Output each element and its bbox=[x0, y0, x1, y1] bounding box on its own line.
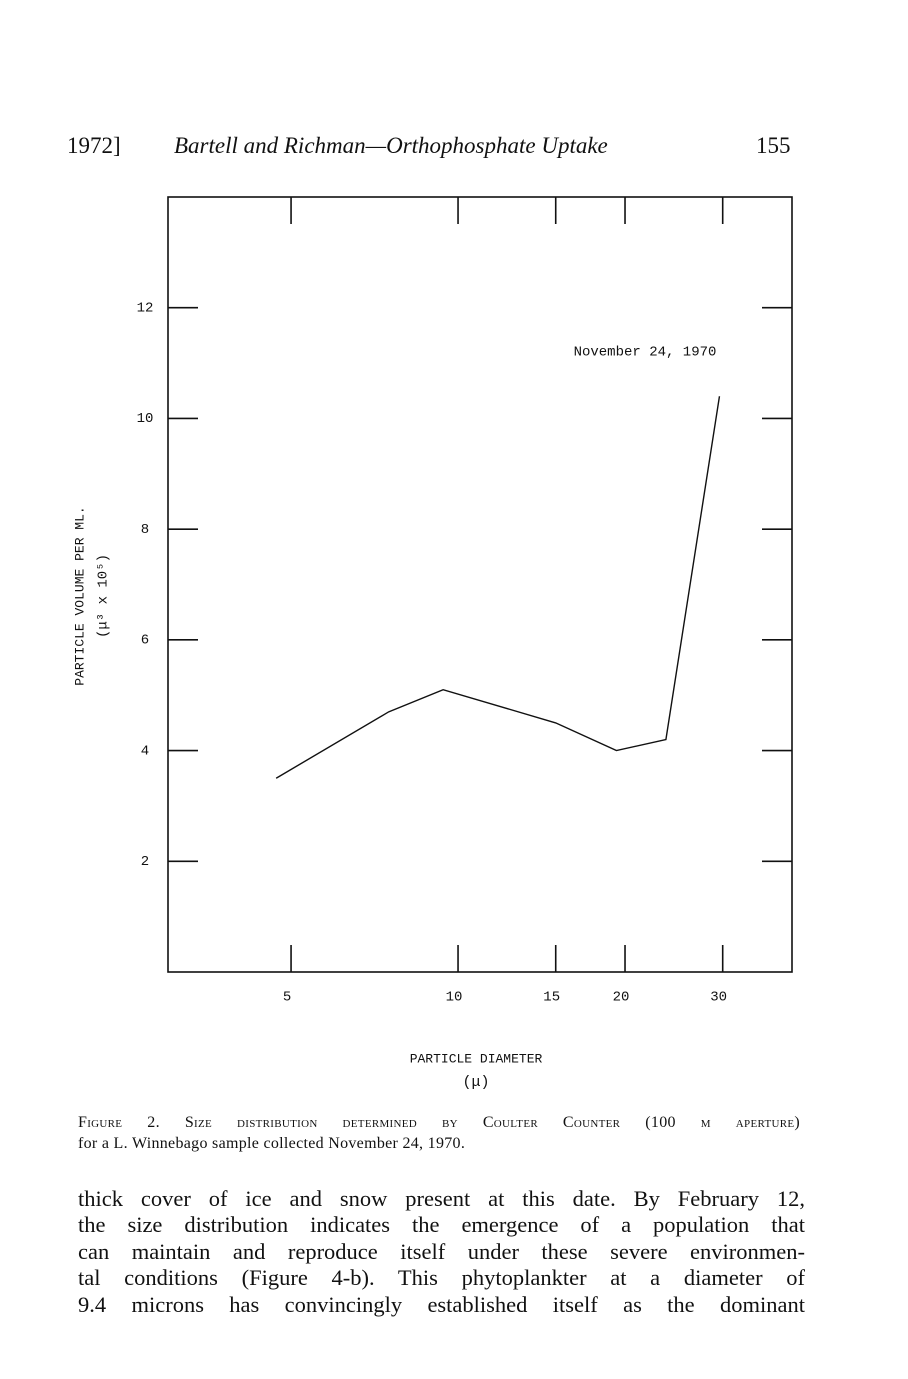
x-tick-label: 5 bbox=[283, 990, 291, 1006]
body-line: thick cover of ice and snow present at t… bbox=[78, 1186, 805, 1211]
x-axis-label: (μ) bbox=[462, 1074, 489, 1091]
x-tick-label: 15 bbox=[543, 990, 560, 1006]
figure-caption: Figure 2. Size distribution determined b… bbox=[78, 1112, 800, 1154]
body-line: the size distribution indicates the emer… bbox=[78, 1212, 805, 1238]
body-text: thick cover of ice and snow present at t… bbox=[78, 1186, 805, 1318]
x-tick-label: 10 bbox=[446, 990, 463, 1006]
y-axis-label: (μ³ x 10⁵) bbox=[96, 554, 112, 638]
data-line bbox=[275, 396, 721, 779]
page-number: 155 bbox=[756, 133, 791, 158]
x-tick-label: 20 bbox=[613, 990, 630, 1006]
y-tick-label: 6 bbox=[141, 633, 149, 649]
body-line: tal conditions (Figure 4-b). This phytop… bbox=[78, 1265, 805, 1291]
chart: November 24, 1970 PARTICLE VOLUME PER ML… bbox=[72, 196, 793, 1091]
y-axis-label: PARTICLE VOLUME PER ML. bbox=[72, 506, 87, 685]
caption-line: Figure 2. Size distribution determined b… bbox=[78, 1114, 800, 1131]
body-line: 9.4 microns has convincingly established… bbox=[78, 1291, 805, 1317]
y-tick-label: 4 bbox=[141, 743, 149, 759]
y-tick-label: 12 bbox=[137, 300, 154, 316]
header-year: 1972] bbox=[67, 133, 121, 158]
caption-line: for a L. Winnebago sample collected Nove… bbox=[78, 1135, 466, 1152]
plot-frame bbox=[167, 196, 793, 973]
y-tick-label: 2 bbox=[141, 854, 149, 870]
annotation: November 24, 1970 bbox=[574, 345, 717, 361]
y-tick-label: 10 bbox=[137, 411, 154, 427]
running-title: Bartell and Richman—Orthophosphate Uptak… bbox=[174, 133, 608, 158]
x-axis-label: PARTICLE DIAMETER bbox=[410, 1051, 543, 1066]
x-tick-label: 30 bbox=[710, 990, 727, 1006]
y-tick-label: 8 bbox=[141, 522, 149, 538]
body-line: can maintain and reproduce itself under … bbox=[78, 1238, 805, 1264]
